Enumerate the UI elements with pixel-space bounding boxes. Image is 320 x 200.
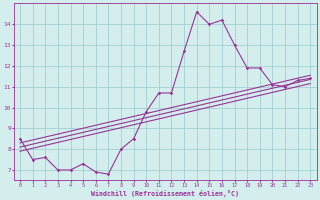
X-axis label: Windchill (Refroidissement éolien,°C): Windchill (Refroidissement éolien,°C): [91, 190, 239, 197]
